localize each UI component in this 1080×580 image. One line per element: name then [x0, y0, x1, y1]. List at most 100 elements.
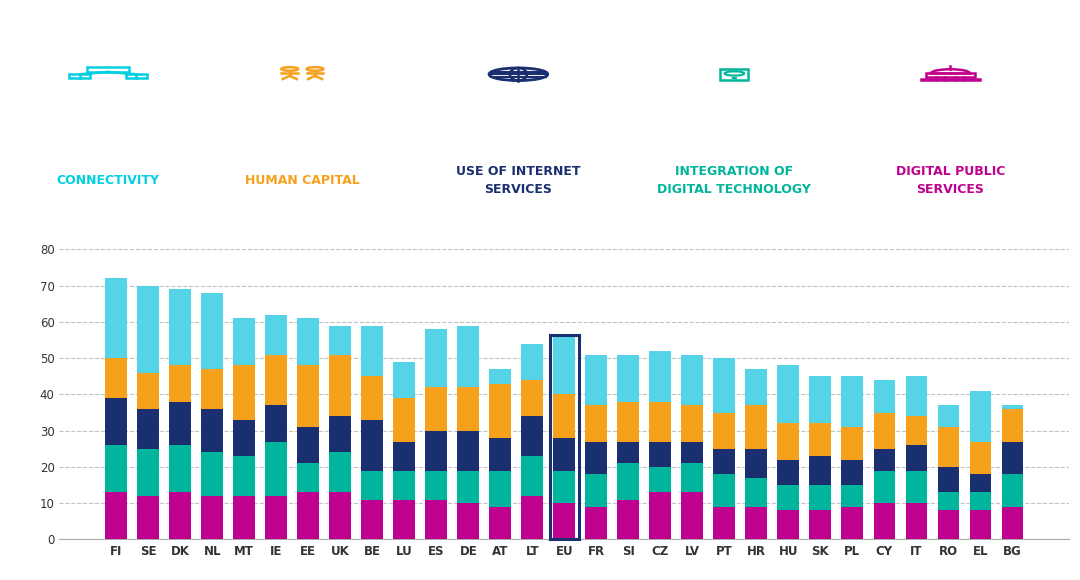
Bar — [329, 452, 351, 492]
Bar — [778, 485, 799, 510]
Bar — [170, 401, 191, 445]
Bar — [522, 416, 543, 456]
Bar — [329, 492, 351, 539]
Bar — [297, 463, 319, 492]
Bar — [266, 354, 287, 405]
Text: CONNECTIVITY: CONNECTIVITY — [56, 175, 160, 187]
Bar — [841, 485, 863, 507]
Bar — [649, 467, 671, 492]
Text: DIGITAL PUBLIC
SERVICES: DIGITAL PUBLIC SERVICES — [895, 165, 1005, 197]
Bar — [1001, 441, 1024, 474]
Bar — [266, 496, 287, 539]
Bar — [905, 503, 928, 539]
Bar — [106, 492, 127, 539]
Bar — [618, 401, 639, 441]
Bar — [810, 510, 832, 539]
Bar — [745, 405, 767, 449]
Bar — [970, 510, 991, 539]
Bar — [297, 427, 319, 463]
Bar — [201, 452, 224, 496]
Bar — [585, 474, 607, 507]
Bar — [393, 441, 415, 470]
Bar — [937, 467, 959, 492]
Bar — [874, 449, 895, 470]
Bar — [69, 74, 91, 78]
Bar — [778, 365, 799, 423]
Bar — [362, 499, 383, 539]
Bar — [681, 463, 703, 492]
Bar — [489, 383, 511, 438]
Bar — [714, 412, 735, 449]
Bar — [874, 380, 895, 412]
Bar — [522, 380, 543, 416]
Bar — [553, 336, 576, 394]
Bar — [393, 362, 415, 398]
Bar — [106, 358, 127, 398]
Bar — [125, 74, 147, 78]
Bar — [778, 459, 799, 485]
Bar — [874, 470, 895, 503]
Bar — [970, 391, 991, 441]
Bar — [1001, 409, 1024, 441]
Bar — [745, 507, 767, 539]
Bar — [170, 365, 191, 401]
Bar — [553, 503, 576, 539]
Bar — [522, 343, 543, 380]
Bar — [458, 470, 480, 503]
Bar — [297, 318, 319, 365]
Bar — [970, 492, 991, 510]
Bar — [266, 441, 287, 496]
Bar — [618, 441, 639, 463]
Bar — [266, 405, 287, 441]
Bar — [649, 401, 671, 441]
Bar — [681, 354, 703, 405]
Bar — [201, 293, 224, 369]
Bar — [553, 394, 576, 438]
Bar — [810, 456, 832, 485]
Bar — [618, 499, 639, 539]
Bar — [1001, 507, 1024, 539]
Bar — [233, 496, 255, 539]
Bar — [714, 358, 735, 412]
Bar — [458, 387, 480, 430]
Bar — [585, 354, 607, 405]
Text: USE OF INTERNET
SERVICES: USE OF INTERNET SERVICES — [456, 165, 581, 197]
Bar — [1001, 405, 1024, 409]
Bar — [905, 416, 928, 445]
Bar — [393, 398, 415, 441]
Bar — [970, 441, 991, 474]
Bar — [681, 492, 703, 539]
Bar — [426, 329, 447, 387]
Bar — [522, 456, 543, 496]
Bar — [233, 365, 255, 420]
Bar — [137, 373, 159, 409]
Bar — [393, 499, 415, 539]
Bar — [329, 416, 351, 452]
Bar — [297, 365, 319, 427]
Bar — [905, 376, 928, 416]
Bar — [137, 285, 159, 373]
Bar — [329, 354, 351, 416]
Bar — [937, 405, 959, 427]
Bar — [489, 470, 511, 507]
Bar — [426, 430, 447, 470]
Bar — [905, 470, 928, 503]
Bar — [458, 325, 480, 387]
Bar — [745, 478, 767, 507]
Bar — [458, 503, 480, 539]
Bar — [137, 449, 159, 496]
Bar — [618, 354, 639, 401]
Bar — [714, 474, 735, 507]
Bar — [681, 405, 703, 441]
Bar — [106, 398, 127, 445]
Bar — [201, 409, 224, 452]
Bar — [393, 470, 415, 499]
Bar — [297, 492, 319, 539]
Bar — [489, 369, 511, 383]
Bar — [137, 496, 159, 539]
Bar — [585, 441, 607, 474]
Bar — [681, 441, 703, 463]
Bar — [841, 507, 863, 539]
Bar — [841, 459, 863, 485]
Bar — [426, 470, 447, 499]
